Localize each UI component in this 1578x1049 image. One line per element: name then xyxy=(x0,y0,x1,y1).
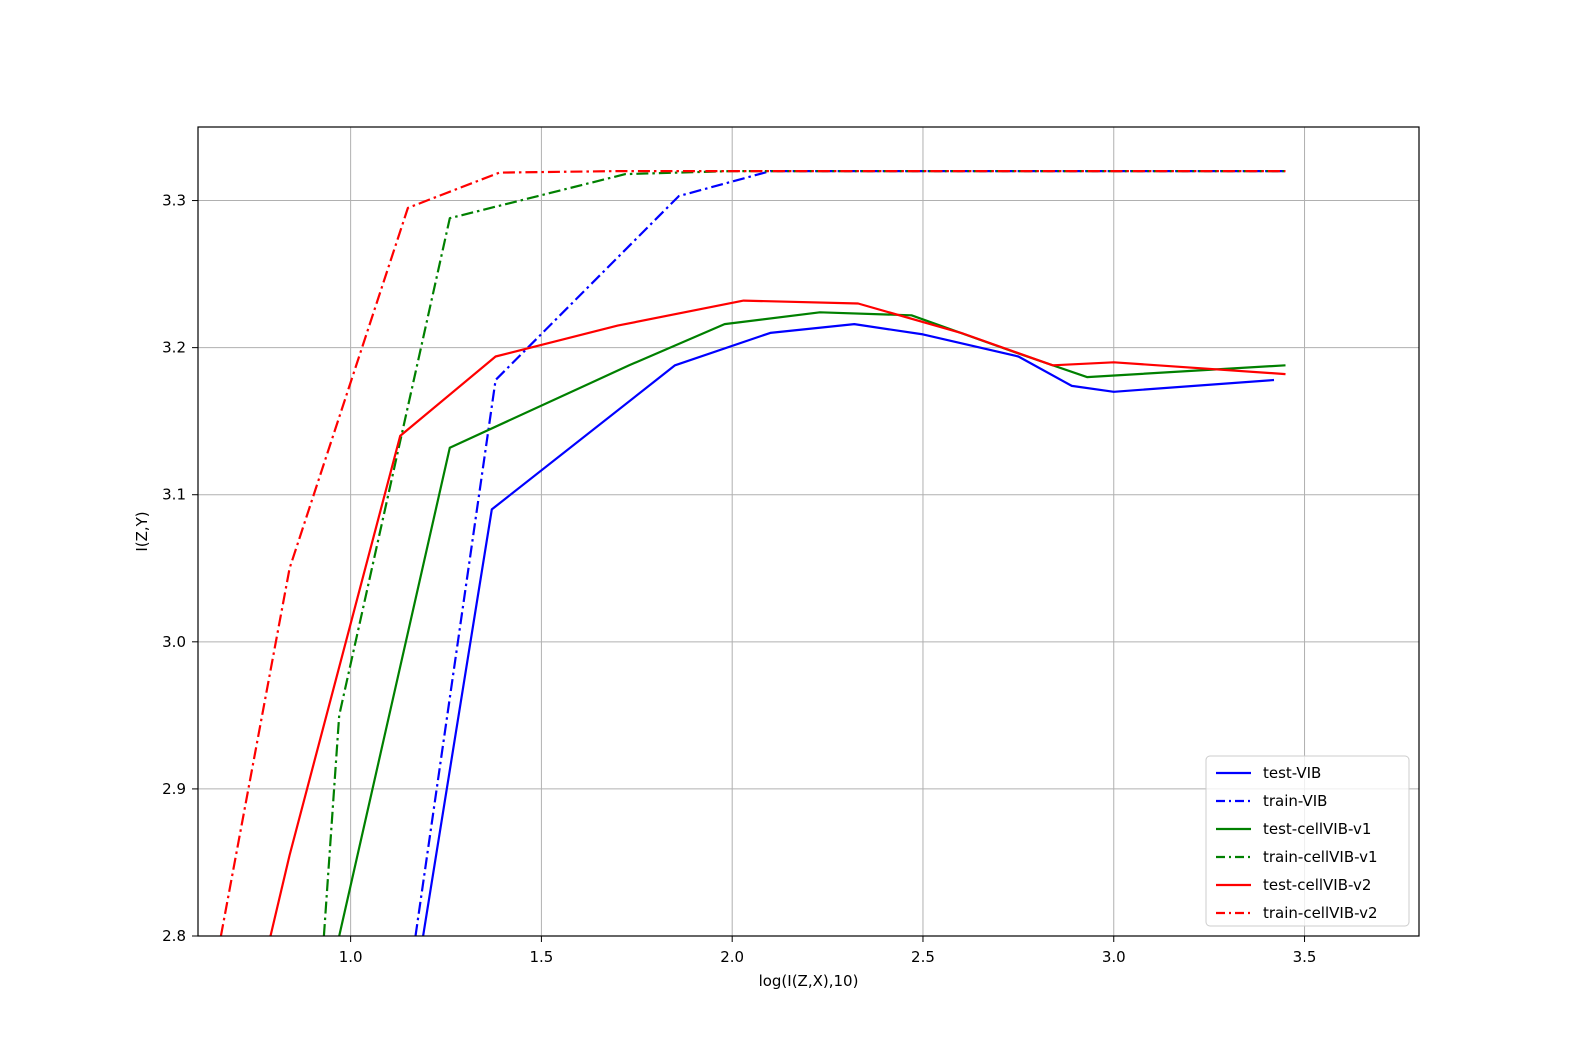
series-line-train-cellVIB-v2 xyxy=(219,170,1286,936)
y-axis-label: I(Z,Y) xyxy=(133,511,151,551)
x-tick-label: 3.5 xyxy=(1293,948,1317,966)
series-line-train-VIB xyxy=(414,170,1286,936)
legend-label: test-cellVIB-v1 xyxy=(1263,820,1371,838)
legend-label: test-cellVIB-v2 xyxy=(1263,876,1371,894)
y-tick-label: 3.0 xyxy=(162,633,186,651)
legend-label: test-VIB xyxy=(1263,764,1321,782)
x-axis-label: log(I(Z,X),10) xyxy=(759,972,859,990)
legend-label: train-cellVIB-v2 xyxy=(1263,904,1378,922)
ticks: 1.0 1.5 2.0 2.5 3.0 3.5 2.8 2.9 3.0 3.1 3.2 3.3 xyxy=(162,192,1316,966)
series-line-test-cellVIB-v2 xyxy=(269,299,1286,936)
y-tick-label: 2.9 xyxy=(162,780,186,798)
legend-box xyxy=(1205,755,1410,927)
y-tick-label: 3.2 xyxy=(162,339,186,357)
legend: test-VIB train-VIB test-cellVIB-v1 train-ce… xyxy=(1205,755,1410,927)
series-line-test-VIB xyxy=(422,323,1275,936)
series-line-train-cellVIB-v1 xyxy=(322,170,1286,936)
y-tick-label: 3.1 xyxy=(162,486,186,504)
y-tick-label: 2.8 xyxy=(162,927,186,945)
legend-label: train-VIB xyxy=(1263,792,1327,810)
series-layer xyxy=(219,170,1286,936)
x-tick-label: 2.5 xyxy=(911,948,935,966)
x-tick-label: 2.0 xyxy=(720,948,744,966)
x-tick-label: 1.5 xyxy=(529,948,553,966)
y-tick-label: 3.3 xyxy=(162,192,186,210)
x-tick-label: 3.0 xyxy=(1102,948,1126,966)
plot-frame xyxy=(197,126,1420,937)
series-line-test-cellVIB-v1 xyxy=(338,311,1286,936)
x-tick-label: 1.0 xyxy=(339,948,363,966)
legend-label: train-cellVIB-v1 xyxy=(1263,848,1378,866)
